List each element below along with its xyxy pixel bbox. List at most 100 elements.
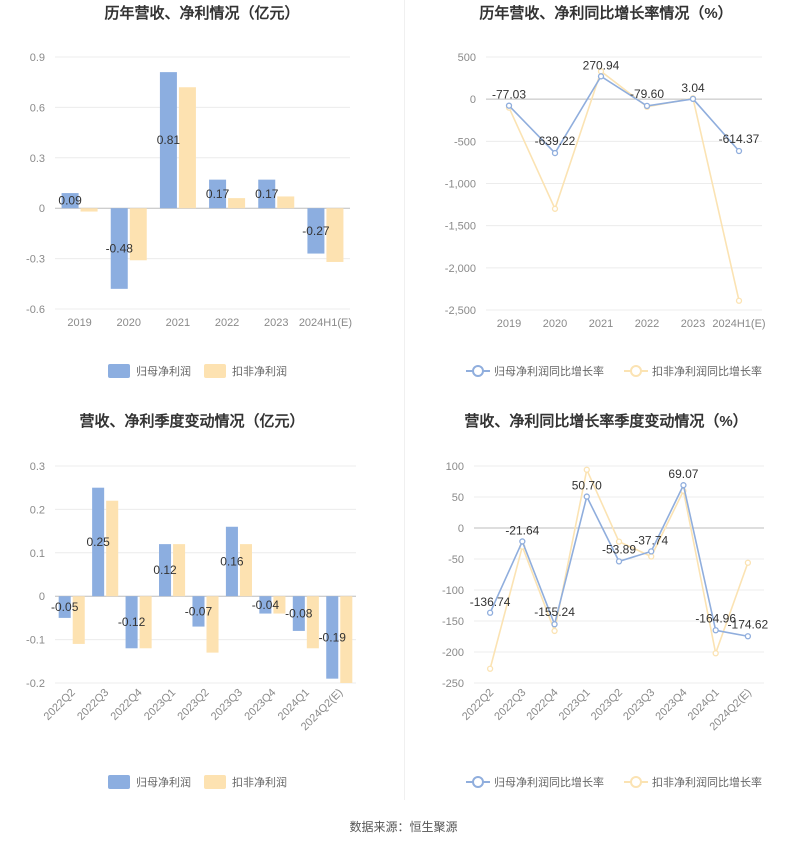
legend-label: 扣非净利润 <box>232 775 287 789</box>
bar-data-label: 0.16 <box>220 554 244 568</box>
point-deducted-profit-growth <box>551 627 558 635</box>
bar-net-profit <box>159 544 172 597</box>
bar-data-label: 0.17 <box>206 187 230 201</box>
x-tick-label: 2024H1(E) <box>712 318 765 330</box>
y-tick-label: 0.6 <box>30 102 45 114</box>
y-tick-label: -150 <box>442 616 464 628</box>
y-tick-label: -0.3 <box>26 254 45 266</box>
annual-growth-chart: 历年营收、净利同比增长率情况（%） 500 0 -500 -1,000 -1,500 -2,… <box>404 0 807 400</box>
point-net-profit-growth <box>744 633 752 640</box>
x-tick-label: 2022Q4 <box>109 687 145 723</box>
x-tick-label: 2023Q2 <box>175 687 211 723</box>
point-net-profit-growth <box>583 493 590 500</box>
point-net-profit-growth <box>551 149 559 157</box>
line-data-label: -614.37 <box>719 132 760 146</box>
panel-divider <box>404 0 405 800</box>
point-net-profit-growth <box>597 73 605 80</box>
point-deducted-profit-growth <box>615 538 623 545</box>
bar-deducted-profit <box>306 596 319 649</box>
x-tick-label: 2023Q3 <box>621 687 657 723</box>
legend-label: 扣非净利润 <box>232 364 287 378</box>
y-tick-label: -250 <box>442 678 464 690</box>
y-tick-label: -50 <box>448 554 464 566</box>
y-tick-label: -2,500 <box>445 305 476 317</box>
bar-data-label: -0.05 <box>51 600 79 614</box>
point-deducted-profit-growth <box>583 466 590 473</box>
x-tick-label: 2023 <box>264 317 288 329</box>
point-deducted-profit-growth <box>551 205 559 212</box>
quarterly-growth-chart: 营收、净利同比增长率季度变动情况（%） 100 50 0 -50 -100 -150 -200… <box>404 408 807 808</box>
bar-deducted-profit <box>72 596 85 644</box>
legend-marker <box>630 365 642 377</box>
line-data-label: 3.04 <box>681 81 705 95</box>
bar-deducted-profit <box>106 500 119 597</box>
bar-data-label: -0.27 <box>302 224 330 238</box>
bar-deducted-profit <box>228 198 246 209</box>
legend-swatch <box>108 364 130 378</box>
x-tick-label: 2022Q3 <box>75 687 111 723</box>
line-data-label: -77.03 <box>492 88 526 102</box>
y-tick-label: 0 <box>470 94 476 106</box>
data-source-note: 数据来源：恒生聚源 <box>349 820 458 834</box>
bar-data-label: 0.12 <box>153 563 177 577</box>
bar-deducted-profit <box>206 596 219 653</box>
point-deducted-profit-growth <box>648 553 655 560</box>
chart-title: 营收、净利季度变动情况（亿元） <box>79 412 304 430</box>
line-data-label: -53.89 <box>602 542 636 556</box>
point-net-profit-growth <box>505 102 513 109</box>
bar-net-profit <box>258 179 276 209</box>
line-net-profit-growth <box>508 75 740 155</box>
bar-data-label: 0.25 <box>86 535 110 549</box>
y-tick-label: -0.1 <box>26 635 45 647</box>
y-tick-label: 0 <box>39 203 45 215</box>
legend-label: 归母净利润 <box>136 364 191 378</box>
line-data-label: 270.94 <box>583 58 620 72</box>
bar-data-label: -0.08 <box>285 607 313 621</box>
line-data-label: -21.64 <box>505 523 539 537</box>
bar-net-profit <box>58 596 71 618</box>
line-deducted-profit-growth <box>489 467 749 669</box>
bar-deducted-profit <box>129 208 147 261</box>
x-tick-label: 2022 <box>635 318 659 330</box>
chart-svg: 历年营收、净利情况（亿元） 0.9 0.6 0.3 0 -0.3 -0.6 2019 2020 2… <box>26 4 352 378</box>
bar-deducted-profit <box>178 87 196 209</box>
bar-net-profit <box>326 596 339 679</box>
y-tick-label: 0.3 <box>30 153 45 165</box>
bar-net-profit <box>307 208 325 254</box>
point-deducted-profit-growth <box>735 297 743 304</box>
point-deducted-profit-growth <box>486 665 494 672</box>
point-deducted-profit-growth <box>712 650 719 657</box>
legend-label: 扣非净利润同比增长率 <box>652 364 762 378</box>
chart-title: 营收、净利同比增长率季度变动情况（%） <box>464 412 747 430</box>
line-data-label: -164.96 <box>695 611 736 625</box>
x-tick-label: 2023Q1 <box>557 687 593 723</box>
y-tick-label: 0.2 <box>30 504 45 516</box>
bar-data-label: -0.48 <box>106 242 134 256</box>
line-deducted-profit-growth <box>508 70 740 301</box>
bar-net-profit <box>159 72 177 209</box>
x-tick-label: 2020 <box>117 317 141 329</box>
bar-net-profit <box>192 596 205 627</box>
point-net-profit-growth <box>643 102 651 110</box>
y-tick-label: -200 <box>442 647 464 659</box>
chart-title: 历年营收、净利同比增长率情况（%） <box>479 4 732 22</box>
y-tick-label: -1,000 <box>445 179 476 191</box>
x-tick-label: 2023Q4 <box>242 687 278 723</box>
legend-swatch <box>204 364 226 378</box>
bar-data-label: -0.04 <box>252 598 280 612</box>
y-tick-label: -100 <box>442 585 464 597</box>
y-tick-label: 0 <box>458 523 464 535</box>
bar-data-label: -0.19 <box>319 630 347 644</box>
y-tick-label: -1,500 <box>445 221 476 233</box>
x-tick-label: 2021 <box>589 318 613 330</box>
bar-deducted-profit <box>273 596 286 614</box>
bar-deducted-profit <box>239 544 252 597</box>
bar-data-label: -0.12 <box>118 615 146 629</box>
legend-swatch <box>204 775 226 789</box>
x-tick-label: 2022Q4 <box>525 687 561 723</box>
y-tick-label: 500 <box>458 52 476 64</box>
x-tick-label: 2019 <box>67 317 91 329</box>
line-data-label: -37.74 <box>634 533 668 547</box>
x-tick-label: 2022Q2 <box>42 687 78 723</box>
chart-title: 历年营收、净利情况（亿元） <box>104 4 299 22</box>
